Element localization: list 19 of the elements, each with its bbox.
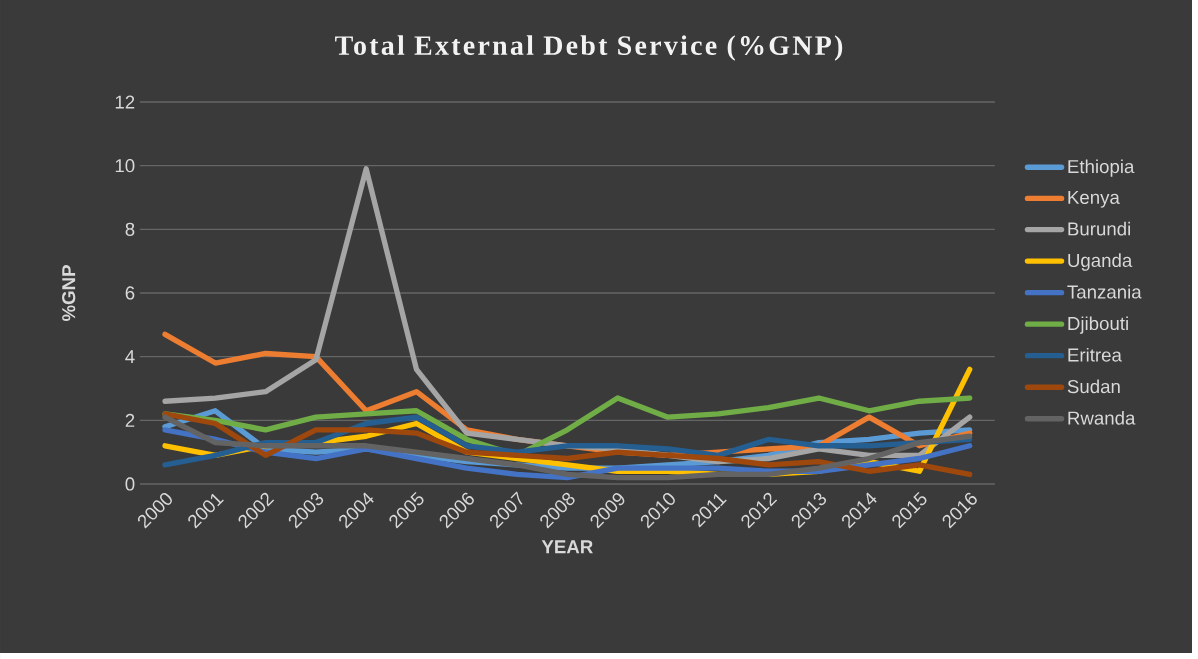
- legend-label: Rwanda: [1068, 410, 1136, 425]
- legend-label: Ethiopia: [1068, 159, 1135, 177]
- legend-label: Tanzania: [1067, 284, 1142, 299]
- y-tick-label: 4: [125, 350, 135, 364]
- legend-label: Sudan: [1067, 379, 1120, 394]
- legend-label: Kenya: [1068, 190, 1120, 208]
- y-tick-label: 12: [115, 95, 135, 109]
- y-tick-label: 10: [115, 159, 135, 173]
- y-tick-label: 8: [125, 222, 135, 236]
- y-tick-label: 0: [125, 477, 135, 491]
- y-tick-label: 6: [125, 286, 135, 300]
- chart-title: Total External Debt Service (%GNP): [335, 35, 843, 61]
- legend-label: Djibouti: [1068, 316, 1128, 334]
- legend-label: Uganda: [1068, 253, 1133, 271]
- legend-label: Burundi: [1068, 221, 1130, 236]
- x-axis-title: YEAR: [541, 540, 593, 554]
- y-axis-title: %GNP: [62, 265, 76, 322]
- y-tick-label: 2: [125, 413, 135, 427]
- legend-label: Eritrea: [1068, 347, 1122, 362]
